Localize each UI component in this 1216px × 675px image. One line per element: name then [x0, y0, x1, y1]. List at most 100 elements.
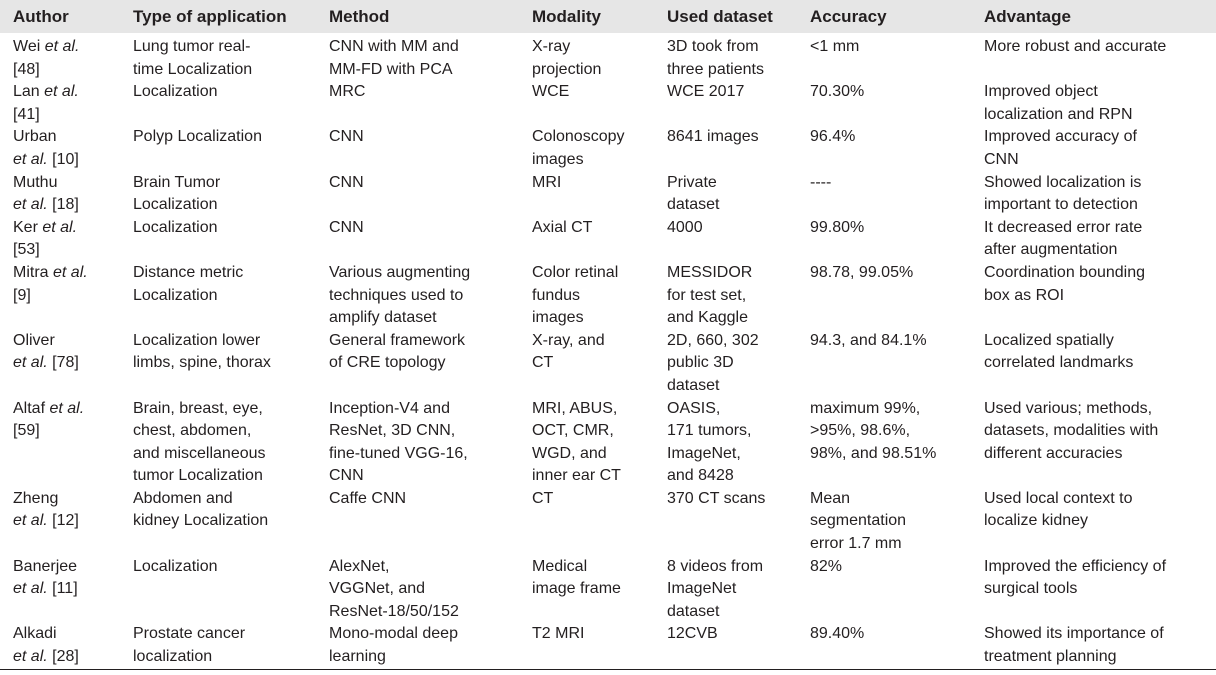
- cell-type: Localization: [120, 556, 316, 624]
- accuracy-line: 89.40%: [810, 625, 865, 643]
- author-etal: et al.: [13, 648, 48, 666]
- advantage-line: Improved object: [984, 83, 1098, 101]
- dataset-line: WCE 2017: [667, 83, 745, 101]
- dataset-line: ImageNet: [667, 580, 737, 598]
- header-advantage: Advantage: [984, 7, 1071, 27]
- cell-modality: WCE: [519, 81, 654, 126]
- author-line: et al. [12]: [13, 510, 114, 533]
- accuracy-line: >95%, 98.6%,: [810, 422, 911, 440]
- author-line: Banerjee: [13, 556, 114, 579]
- type-line: Lung tumor real-: [133, 38, 251, 55]
- type-line: Localization: [133, 83, 218, 101]
- header-method: Method: [329, 7, 390, 27]
- method-line: Inception-V4 and: [329, 399, 450, 417]
- modality-line: OCT, CMR,: [532, 422, 614, 440]
- table-row: Ker et al. [53] Localization CNN Axial CT 400…: [0, 217, 1216, 262]
- modality-line: X-ray: [532, 38, 571, 55]
- type-line: Abdomen and: [133, 489, 233, 507]
- method-line: Various augmenting: [329, 263, 471, 281]
- cell-modality: Color retinal fundus images: [519, 262, 654, 330]
- accuracy-line: Mean: [810, 489, 851, 507]
- cell-type: Lung tumor real-time Localization: [120, 33, 316, 81]
- cell-advantage: Localized spatially correlated landmarks: [971, 330, 1216, 398]
- cell-accuracy: <1 mm: [797, 33, 971, 81]
- cell-method: CNN: [316, 217, 519, 262]
- accuracy-line: segmentation: [810, 512, 907, 530]
- cell-dataset: Private dataset: [654, 172, 797, 217]
- cell-accuracy: Mean segmentation error 1.7 mm: [797, 488, 971, 556]
- advantage-line: Showed its importance of: [984, 625, 1164, 643]
- accuracy-line: ----: [810, 173, 832, 191]
- cell-advantage: Improved the efficiency of surgical tools: [971, 556, 1216, 624]
- cell-type: Polyp Localization: [120, 126, 316, 171]
- accuracy-line: 82%: [810, 557, 843, 575]
- dataset-line: dataset: [667, 196, 720, 214]
- type-line: chest, abdomen,: [133, 422, 252, 440]
- type-line: Prostate cancer: [133, 625, 246, 643]
- table-row: Oliver et al. [78] Localization lower limbs…: [0, 330, 1216, 398]
- author-line: et al. [18]: [13, 194, 114, 217]
- cell-modality: X-ray, and CT: [519, 330, 654, 398]
- table-row: Urban et al. [10] Polyp Localization CNN Col…: [0, 126, 1216, 171]
- dataset-line: public 3D: [667, 354, 734, 372]
- author-text: Oliver: [13, 331, 55, 349]
- accuracy-line: 98%, and 98.51%: [810, 444, 937, 462]
- accuracy-line: 99.80%: [810, 218, 865, 236]
- cell-dataset: 12CVB: [654, 623, 797, 669]
- dataset-line: OASIS,: [667, 399, 721, 417]
- table-row: Alkadi et al. [28] Prostate cancer localiza…: [0, 623, 1216, 669]
- method-line: CNN: [329, 218, 364, 236]
- modality-line: images: [532, 150, 584, 168]
- cell-author: Oliver et al. [78]: [0, 330, 120, 398]
- dataset-line: 3D took from: [667, 38, 759, 55]
- cell-author: Alkadi et al. [28]: [0, 623, 120, 669]
- advantage-line: It decreased error rate: [984, 218, 1143, 236]
- method-line: techniques used to: [329, 286, 464, 304]
- author-etal: et al.: [44, 83, 79, 101]
- advantage-line: Showed localization is: [984, 173, 1142, 191]
- modality-line: Color retinal: [532, 263, 619, 281]
- cell-accuracy: 82%: [797, 556, 971, 624]
- advantage-line: localization and RPN: [984, 105, 1133, 123]
- cell-advantage: Coordination bounding box as ROI: [971, 262, 1216, 330]
- author-line: [53]: [13, 239, 114, 262]
- method-line: Caffe CNN: [329, 489, 407, 507]
- author-text: [78]: [47, 354, 79, 372]
- author-text: Zheng: [13, 489, 59, 507]
- cell-accuracy: 98.78, 99.05%: [797, 262, 971, 330]
- cell-advantage: Improved object localization and RPN: [971, 81, 1216, 126]
- cell-author: Banerjee et al. [11]: [0, 556, 120, 624]
- header-type-of-application: Type of application: [133, 7, 287, 27]
- type-line: localization: [133, 648, 213, 666]
- cell-modality: Medical image frame: [519, 556, 654, 624]
- author-text: Lan: [13, 83, 45, 101]
- method-line: of CRE topology: [329, 354, 446, 372]
- author-line: et al. [78]: [13, 352, 114, 375]
- author-text: Alkadi: [13, 625, 57, 643]
- author-line: Mitra et al.: [13, 262, 114, 285]
- modality-line: projection: [532, 60, 602, 78]
- cell-modality: Axial CT: [519, 217, 654, 262]
- cell-accuracy: 99.80%: [797, 217, 971, 262]
- cell-author: Wei et al. [48]: [0, 33, 120, 81]
- modality-line: CT: [532, 354, 554, 372]
- cell-accuracy: 70.30%: [797, 81, 971, 126]
- author-line: [41]: [13, 104, 114, 127]
- method-line: learning: [329, 648, 386, 666]
- modality-line: image frame: [532, 580, 621, 598]
- method-line: ResNet, 3D CNN,: [329, 422, 456, 440]
- type-line: Polyp Localization: [133, 128, 262, 146]
- accuracy-line: 94.3, and 84.1%: [810, 331, 927, 349]
- type-line: Brain, breast, eye,: [133, 399, 263, 417]
- method-line: ResNet-18/50/152: [329, 602, 459, 620]
- cell-author: Zheng et al. [12]: [0, 488, 120, 556]
- cell-dataset: 4000: [654, 217, 797, 262]
- dataset-line: 8641 images: [667, 128, 759, 146]
- method-line: Mono-modal deep: [329, 625, 458, 643]
- type-line: Distance metric: [133, 263, 244, 281]
- table-row: Altaf et al. [59] Brain, breast, eye, chest…: [0, 398, 1216, 488]
- author-etal: et al.: [44, 38, 80, 55]
- modality-line: Colonoscopy: [532, 128, 625, 146]
- method-line: CNN with MM and: [329, 38, 459, 55]
- type-line: Localization: [133, 218, 218, 236]
